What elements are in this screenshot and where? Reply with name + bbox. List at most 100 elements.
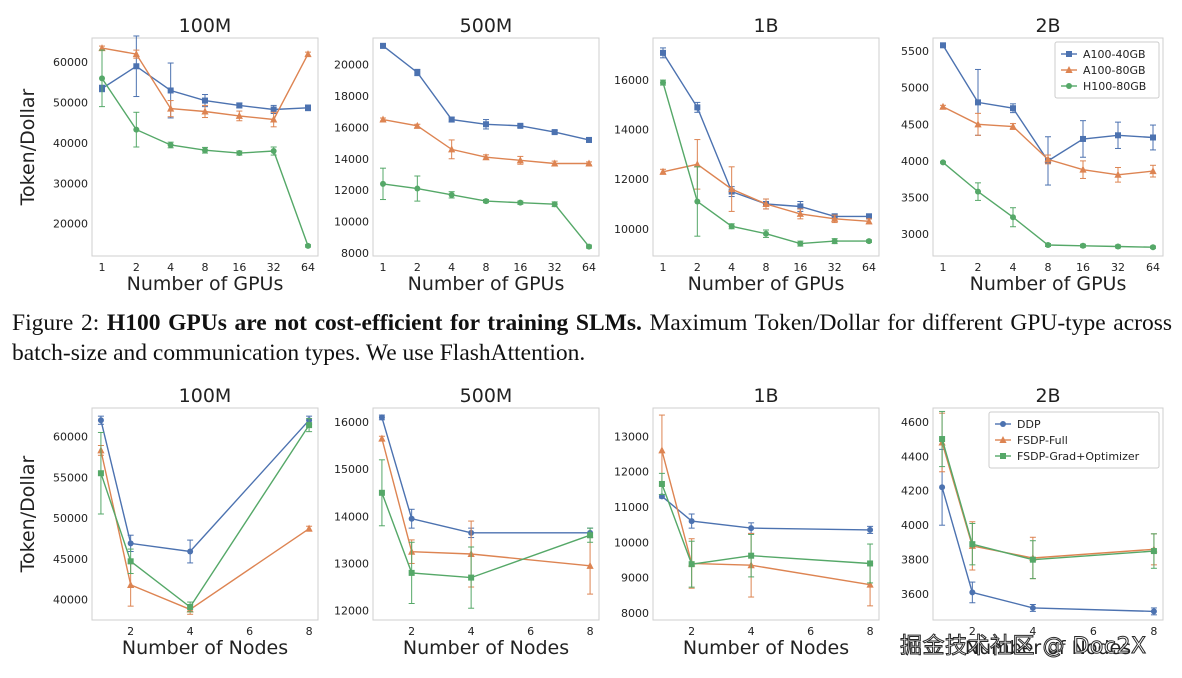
data-point [1045, 242, 1051, 249]
data-point [660, 49, 666, 56]
data-point [865, 217, 873, 225]
data-point [939, 102, 947, 110]
chart-title: 100M [179, 385, 232, 407]
chart-title: 2B [1035, 385, 1060, 407]
x-axis-label: Number of GPUs [970, 273, 1127, 295]
node-scaling-figure: 2 4 6 8 40000 45000 50000 55000 60000 100M Number … [17, 385, 1164, 659]
data-point [483, 121, 489, 128]
data-point [586, 243, 592, 250]
data-point [658, 480, 665, 487]
y-tick-label: 8000 [621, 607, 649, 620]
x-tick-label: 2 [414, 261, 421, 274]
x-tick-label: 2 [127, 625, 134, 638]
y-tick-label: 16000 [334, 121, 369, 134]
data-point [516, 156, 524, 164]
x-axis-label: Number of GPUs [408, 273, 565, 295]
data-point [236, 150, 243, 157]
data-point [517, 122, 524, 129]
legend-entry: A100-80GB [1083, 64, 1146, 77]
legend-entry: FSDP-Full [1017, 434, 1068, 447]
data-point [969, 541, 976, 548]
data-point [1080, 242, 1086, 249]
data-point [694, 198, 701, 205]
y-tick-label: 10000 [614, 536, 649, 549]
x-tick-label: 64 [862, 261, 876, 274]
data-point [1079, 165, 1087, 173]
x-tick-label: 16 [793, 261, 807, 274]
data-point [306, 422, 313, 429]
y-axis-label: Token/Dollar [17, 455, 39, 573]
y-tick-label: 4200 [901, 485, 929, 498]
series-line [100, 419, 310, 553]
data-point [408, 515, 415, 522]
x-tick-label: 32 [548, 261, 562, 274]
data-point [974, 120, 982, 128]
data-point [99, 75, 105, 82]
y-tick-label: 60000 [53, 56, 88, 69]
y-tick-label: 13000 [334, 557, 369, 570]
data-point [939, 484, 946, 491]
legend-entry: A100-40GB [1083, 48, 1146, 61]
y-tick-label: 55000 [53, 471, 88, 484]
data-point [586, 136, 592, 143]
y-tick-label: 12000 [614, 173, 649, 186]
data-point [448, 191, 455, 198]
data-point [132, 50, 140, 58]
chart-title: 2B [1035, 15, 1060, 37]
x-tick-label: 8 [587, 625, 594, 638]
y-tick-label: 50000 [53, 512, 88, 525]
x-tick-label: 32 [1111, 261, 1125, 274]
data-point [202, 97, 208, 104]
y-tick-label: 5000 [901, 82, 929, 95]
data-point [378, 434, 386, 442]
x-tick-label: 16 [1076, 261, 1090, 274]
data-point [586, 561, 594, 569]
gpu-panel-3: 1 2 4 8 16 32 64 3000 3500 4000 4500 5000 5500 2B Numb… [901, 15, 1164, 295]
x-axis-label: Number of Nodes [965, 637, 1131, 659]
y-tick-label: 12000 [334, 605, 369, 618]
data-point [270, 115, 278, 123]
data-point [133, 63, 140, 70]
y-tick-label: 11000 [614, 501, 649, 514]
x-tick-label: 2 [975, 261, 982, 274]
legend: A100-40GB A100-80GB H100-80GB [1054, 41, 1160, 99]
x-tick-label: 8 [306, 625, 313, 638]
legend-entry: FSDP-Grad+Optimizer [1017, 450, 1140, 463]
data-point [728, 223, 735, 230]
x-tick-label: 4 [448, 261, 455, 274]
data-point [97, 417, 104, 424]
y-tick-label: 16000 [334, 416, 369, 429]
data-point [414, 185, 421, 192]
x-tick-label: 8 [1045, 261, 1052, 274]
data-point [1150, 244, 1156, 251]
data-point [380, 42, 386, 49]
data-point [585, 159, 593, 167]
watermark-text: 掘金技术社区 @ Doc2X [900, 634, 1147, 660]
data-point [940, 159, 946, 166]
plot-area [91, 407, 319, 621]
legend-box [1054, 41, 1160, 99]
x-tick-label: 4 [748, 625, 755, 638]
series-line [661, 450, 871, 586]
plot-area [652, 37, 880, 257]
data-point [866, 238, 872, 245]
x-tick-label: 32 [828, 261, 842, 274]
data-point [305, 242, 311, 249]
data-point [939, 436, 946, 443]
y-tick-label: 14000 [334, 153, 369, 166]
data-point [408, 569, 415, 576]
plot-area [372, 37, 600, 257]
data-point [867, 526, 874, 533]
series-line [381, 417, 591, 534]
y-tick-label: 4600 [901, 416, 929, 429]
data-point [797, 203, 804, 210]
node-panel-1: 2 4 6 8 12000 13000 14000 15000 16000 500M Number … [334, 385, 600, 659]
x-tick-label: 64 [1146, 261, 1160, 274]
data-point [551, 159, 559, 167]
series-line [941, 487, 1154, 613]
x-tick-label: 4 [187, 625, 194, 638]
y-tick-label: 3600 [901, 588, 929, 601]
data-point [587, 532, 594, 539]
caption-bold: H100 GPUs are not cost-efficient for tra… [106, 310, 642, 336]
y-tick-label: 10000 [614, 223, 649, 236]
